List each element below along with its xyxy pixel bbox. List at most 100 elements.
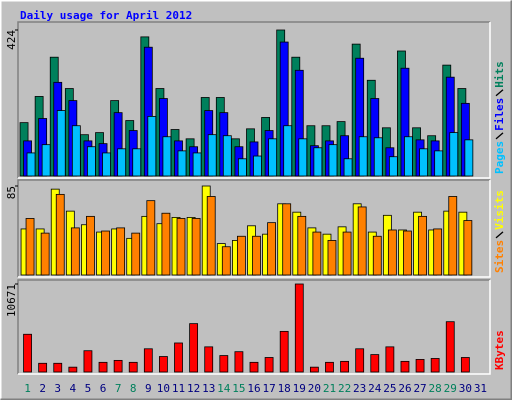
bar <box>71 125 81 177</box>
bar <box>313 147 323 177</box>
panel-bevel-light <box>18 22 491 179</box>
bar <box>387 229 397 276</box>
bar <box>249 361 259 373</box>
bar <box>53 362 63 373</box>
bar <box>101 230 110 276</box>
bar <box>87 146 96 177</box>
bar <box>176 218 186 276</box>
bar <box>70 227 80 276</box>
bar <box>325 361 334 373</box>
x-tick-label: 24 <box>368 382 382 395</box>
bar <box>191 218 201 276</box>
bar <box>370 354 380 373</box>
y-tick-label: 424 <box>5 30 18 50</box>
x-tick-label: 12 <box>187 382 200 395</box>
bar <box>358 136 368 177</box>
bar <box>264 357 274 373</box>
legend-separator <box>495 89 504 97</box>
bar <box>433 228 443 276</box>
bar <box>297 215 307 276</box>
bar <box>372 235 382 276</box>
bar <box>83 350 93 373</box>
bar <box>143 348 153 373</box>
bar <box>385 346 395 373</box>
bar <box>419 148 428 177</box>
legend-entry: Pages <box>493 141 506 174</box>
bar <box>357 206 367 276</box>
bar <box>448 196 458 276</box>
bar <box>309 366 319 373</box>
x-tick-label: 7 <box>115 382 122 395</box>
x-tick-label: 23 <box>353 382 366 395</box>
bar <box>128 361 138 373</box>
legend-separator <box>495 231 504 239</box>
bar <box>252 235 261 276</box>
x-tick-label: 16 <box>247 382 260 395</box>
bar <box>162 136 172 177</box>
legend-entry: Hits <box>493 61 506 88</box>
x-tick-label: 28 <box>429 382 442 395</box>
x-tick-label: 4 <box>70 382 77 395</box>
x-tick-label: 18 <box>278 382 291 395</box>
bar <box>430 358 440 373</box>
bar <box>237 235 246 276</box>
bar <box>131 232 141 276</box>
panel-bevel-dark <box>17 179 490 277</box>
x-tick-label: 5 <box>85 382 92 395</box>
x-tick-label: 10 <box>157 382 170 395</box>
x-tick-label: 19 <box>293 382 306 395</box>
x-tick-label: 11 <box>172 382 185 395</box>
x-tick-label: 30 <box>459 382 472 395</box>
bar <box>204 346 214 373</box>
y-tick-label: 10671 <box>5 284 18 317</box>
x-tick-label: 6 <box>100 382 107 395</box>
x-tick-label: 26 <box>398 382 411 395</box>
bar <box>404 136 413 177</box>
bar <box>147 116 157 177</box>
bar <box>464 139 474 177</box>
bar <box>355 348 365 373</box>
x-tick-label: 21 <box>323 382 336 395</box>
panel-bevel-dark <box>17 279 490 374</box>
bar <box>161 212 171 276</box>
x-tick-label: 15 <box>232 382 245 395</box>
bar <box>26 152 36 177</box>
x-tick-label: 13 <box>202 382 215 395</box>
bar <box>189 323 199 373</box>
panel <box>18 280 490 374</box>
x-tick-label: 20 <box>308 382 321 395</box>
bar <box>268 138 277 177</box>
bar <box>282 203 292 276</box>
bar <box>403 230 412 276</box>
bar <box>234 351 244 373</box>
bar <box>279 330 289 373</box>
bar <box>342 231 352 276</box>
bar <box>132 148 142 177</box>
bar <box>207 134 217 177</box>
bar <box>159 356 168 373</box>
bar <box>38 362 48 373</box>
bar <box>219 355 229 373</box>
chart-title: Daily usage for April 2012 <box>20 9 192 22</box>
x-tick-label: 1 <box>24 382 31 395</box>
bar <box>312 231 322 276</box>
bar <box>41 144 51 177</box>
bar <box>86 215 95 276</box>
bar <box>267 222 276 276</box>
bar <box>25 218 35 276</box>
y-tick-label: 85 <box>5 186 18 199</box>
bar <box>283 125 293 177</box>
bar <box>56 110 66 177</box>
bar <box>298 138 308 177</box>
bar <box>415 359 425 373</box>
x-tick-label: 14 <box>217 382 231 395</box>
x-tick-label: 25 <box>383 382 396 395</box>
x-tick-label: 27 <box>413 382 426 395</box>
bar <box>463 220 473 276</box>
bar <box>221 246 231 276</box>
bar <box>418 215 427 276</box>
bar <box>343 158 353 177</box>
bar <box>222 135 232 177</box>
